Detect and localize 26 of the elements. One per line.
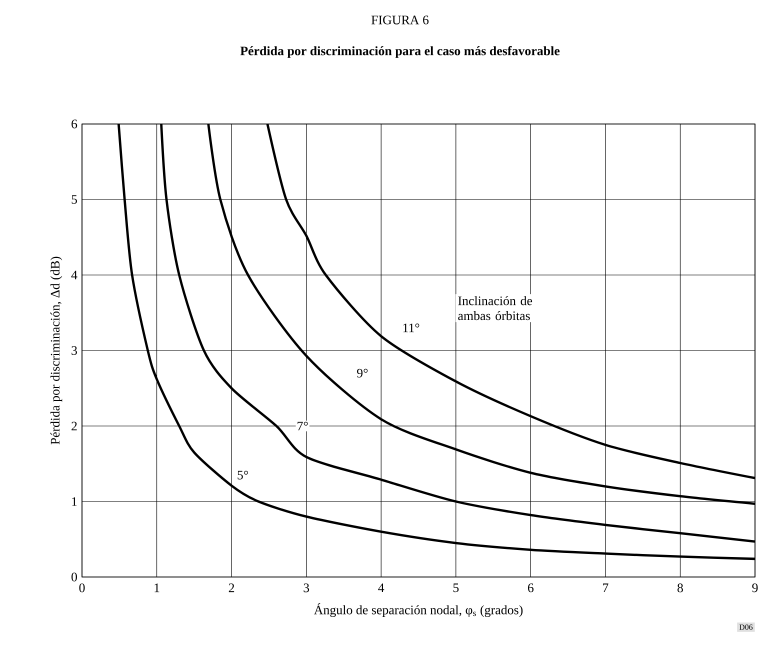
x-tick-label: 1 bbox=[154, 584, 160, 592]
y-axis-title: Pérdida por discriminación, Δd (dB) bbox=[50, 256, 62, 444]
annotation: 7° bbox=[298, 422, 308, 430]
x-tick-label: 8 bbox=[677, 584, 683, 592]
y-tick-label: 5 bbox=[72, 195, 77, 204]
x-tick-label: 5 bbox=[453, 584, 459, 592]
x-tick-label: 2 bbox=[228, 584, 234, 592]
x-axis-title: Ángulo de separación nodal, φ$_{s}$ (grados) bbox=[314, 603, 523, 618]
x-tick-label: 3 bbox=[304, 584, 310, 592]
x-tick-label: 7 bbox=[603, 584, 608, 592]
x-tick-label: 9 bbox=[752, 584, 758, 592]
x-tick-label: 4 bbox=[378, 584, 384, 592]
y-tick-label: 2 bbox=[72, 422, 77, 430]
annotation: Inclinación de ambas órbitas bbox=[458, 296, 532, 320]
x-tick-label: 0 bbox=[79, 584, 85, 592]
annotation: 9° bbox=[357, 368, 368, 378]
annotation: 5° bbox=[238, 470, 248, 480]
chart-subtitle: Pérdida por discriminación para el caso más desfavorable bbox=[240, 46, 560, 58]
y-tick-label: 0 bbox=[72, 572, 77, 582]
y-tick-label: 4 bbox=[71, 270, 78, 280]
y-tick-label: 3 bbox=[72, 346, 77, 355]
y-tick-label: 1 bbox=[72, 497, 77, 506]
y-tick-label: 6 bbox=[72, 120, 78, 128]
chart-title: FIGURA 6 bbox=[371, 16, 429, 24]
annotation: 11° bbox=[403, 324, 420, 332]
x-tick-label: 6 bbox=[528, 584, 534, 592]
